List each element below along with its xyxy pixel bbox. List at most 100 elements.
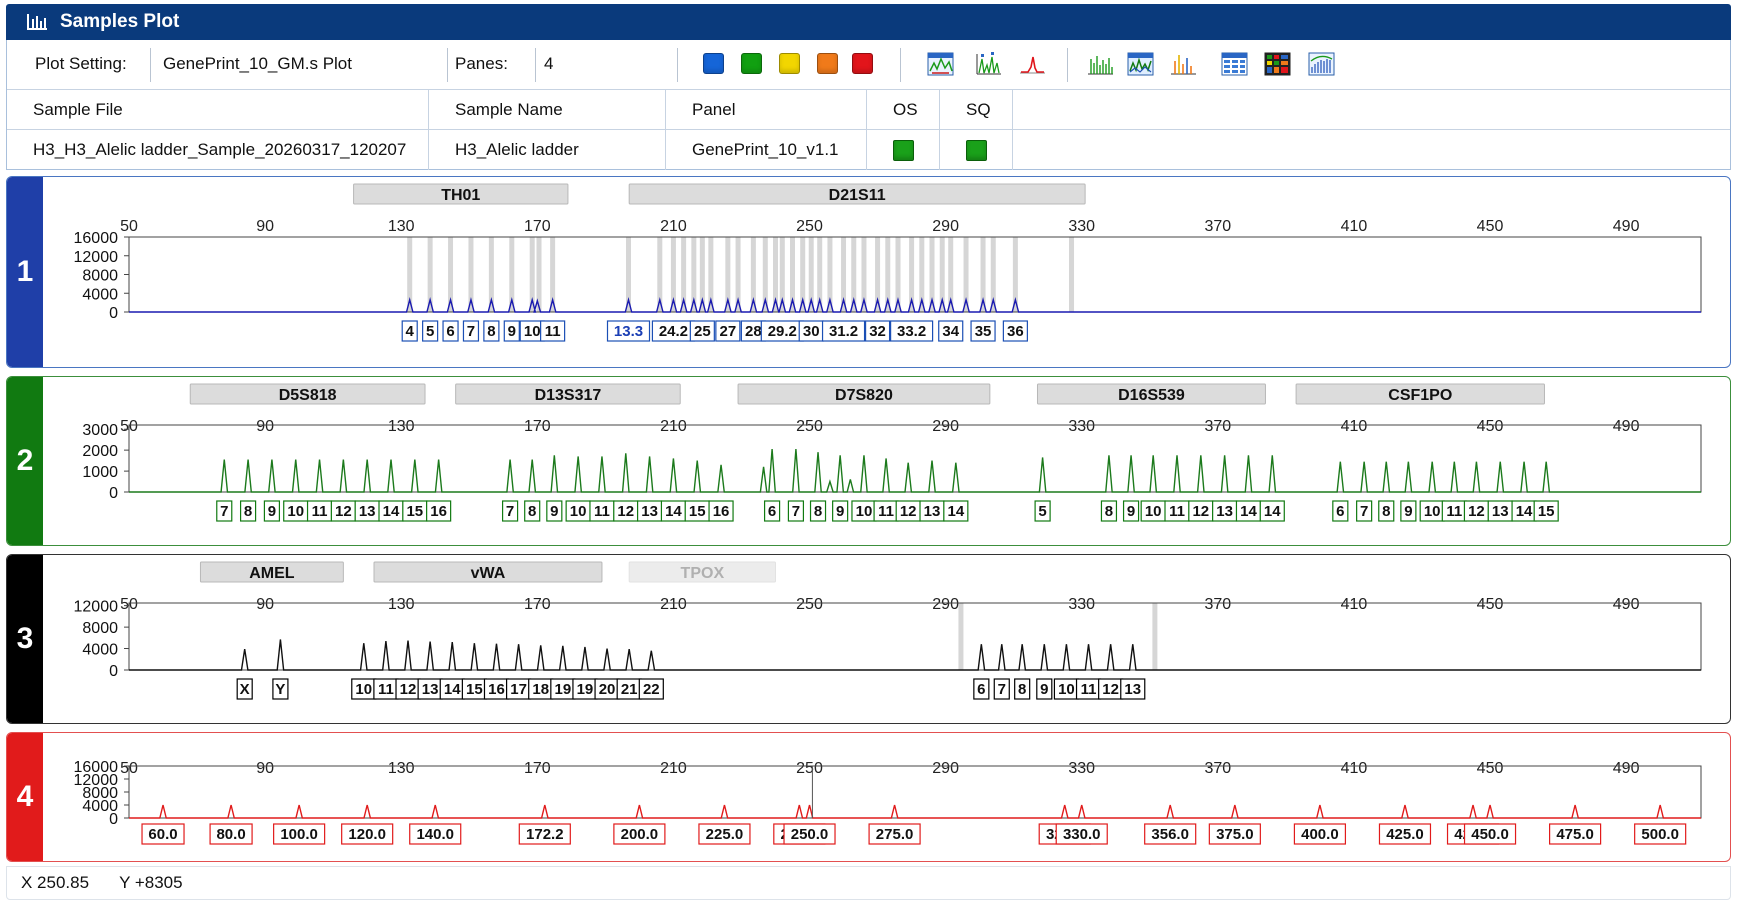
allele-label[interactable]: 15	[461, 678, 487, 700]
sizing-table-icon[interactable]	[927, 51, 954, 77]
allele-label[interactable]: 13	[1487, 500, 1513, 522]
allele-label[interactable]: 9	[546, 500, 563, 522]
allele-label[interactable]: 13	[919, 500, 945, 522]
allele-label[interactable]: 11	[540, 320, 566, 342]
allele-label[interactable]: 27	[715, 320, 741, 342]
cell-sq[interactable]	[940, 130, 1013, 170]
allele-label[interactable]: 225.0	[698, 823, 751, 845]
allele-label[interactable]: 60.0	[141, 823, 185, 845]
overlay-plot-icon[interactable]	[1127, 51, 1154, 77]
panes-input[interactable]: 4	[544, 54, 554, 73]
genotype-grid-icon[interactable]	[1264, 51, 1291, 77]
dye-green-toggle[interactable]	[741, 53, 762, 74]
allele-label[interactable]: 36	[1002, 320, 1028, 342]
allele-label[interactable]: 8	[1100, 500, 1118, 522]
allele-label[interactable]: 475.0	[1549, 823, 1602, 845]
marker-vwa[interactable]: vWA	[373, 561, 603, 583]
plot-pane-4[interactable]: 4 50 90 130 170 210 250 290 330 370 410 450 490 0 400…	[6, 732, 1731, 862]
cell-panel[interactable]: GenePrint_10_v1.1	[666, 130, 867, 170]
allele-label[interactable]: 19	[550, 678, 576, 700]
allele-label[interactable]: 9	[1122, 500, 1140, 522]
allele-label[interactable]: 11	[306, 500, 333, 522]
allele-label[interactable]: 7	[993, 678, 1010, 700]
allele-label[interactable]: 35	[970, 320, 996, 342]
marker-d13s317[interactable]: D13S317	[455, 383, 681, 405]
allele-table-icon[interactable]	[1221, 51, 1248, 77]
header-os[interactable]: OS	[867, 90, 940, 130]
allele-label[interactable]: 8	[239, 500, 257, 522]
allele-label[interactable]: 12	[613, 500, 639, 522]
allele-label[interactable]: 140.0	[409, 823, 462, 845]
allele-label[interactable]: 12	[895, 500, 921, 522]
allele-label[interactable]: 16	[708, 500, 734, 522]
allele-label[interactable]: 8	[483, 320, 500, 342]
allele-label[interactable]: 8	[809, 500, 827, 522]
allele-label[interactable]: X	[236, 678, 253, 700]
allele-label[interactable]: 8	[1014, 678, 1031, 700]
allele-label[interactable]: 400.0	[1293, 823, 1347, 845]
allele-label[interactable]: 33.2	[889, 320, 934, 342]
allele-label[interactable]: 13	[1212, 500, 1238, 522]
header-sample-name[interactable]: Sample Name	[429, 90, 666, 130]
allele-label[interactable]: 10	[851, 500, 877, 522]
allele-label[interactable]: 10	[1053, 678, 1080, 700]
allele-label[interactable]: 356.0	[1144, 823, 1197, 845]
allele-label[interactable]: 13.3	[606, 320, 651, 342]
marker-d16s539[interactable]: D16S539	[1036, 383, 1266, 405]
allele-label[interactable]: 7	[501, 500, 519, 522]
allele-label[interactable]: 10	[1419, 500, 1445, 522]
plot-setting-select[interactable]: GenePrint_10_GM.s Plot	[163, 54, 352, 73]
header-sq[interactable]: SQ	[940, 90, 1013, 130]
allele-label[interactable]: 172.2	[518, 823, 571, 845]
allele-label[interactable]: 15	[1533, 500, 1559, 522]
dye-red-toggle[interactable]	[852, 53, 873, 74]
allele-label[interactable]: Y	[272, 678, 289, 700]
marker-d5s818[interactable]: D5S818	[189, 383, 426, 405]
allele-label[interactable]: 9	[503, 320, 520, 342]
allele-label[interactable]: 14	[378, 500, 404, 522]
allele-label[interactable]: 9	[1036, 678, 1053, 700]
allele-label[interactable]: 5	[1034, 500, 1051, 522]
dye-orange-toggle[interactable]	[817, 53, 838, 74]
allele-plot-icon[interactable]	[975, 51, 1002, 77]
allele-label[interactable]: 13	[1120, 678, 1146, 700]
peak-red-icon[interactable]	[1019, 51, 1046, 77]
allele-label[interactable]: 14	[439, 678, 465, 700]
allele-label[interactable]: 11	[1164, 500, 1190, 522]
marker-th01[interactable]: TH01	[353, 183, 569, 205]
allele-label[interactable]: 450.0	[1463, 823, 1517, 845]
allele-label[interactable]: 250.0	[783, 823, 836, 845]
allele-label[interactable]: 14	[1511, 500, 1537, 522]
orange-peak-icon[interactable]	[1170, 51, 1197, 77]
allele-label[interactable]: 6	[973, 678, 990, 700]
allele-label[interactable]: 12	[395, 678, 421, 700]
dye-yellow-toggle[interactable]	[779, 53, 800, 74]
plot-pane-1[interactable]: 1 TH01 D21S11 50 90 130 170 210 250 290 330 370 410…	[6, 176, 1731, 368]
allele-label[interactable]: 12	[1463, 500, 1490, 522]
cell-sample-file[interactable]: H3_H3_Alelic ladder_Sample_20260317_1202…	[7, 130, 429, 170]
sizing-curve-icon[interactable]	[1308, 51, 1335, 77]
multi-peak-icon[interactable]	[1087, 51, 1114, 77]
allele-label[interactable]: 6	[1332, 500, 1349, 522]
allele-label[interactable]: 12	[330, 500, 356, 522]
allele-label[interactable]: 200.0	[613, 823, 666, 845]
allele-label[interactable]: 25	[689, 320, 715, 342]
allele-label[interactable]: 19	[572, 678, 598, 700]
allele-label[interactable]: 13	[636, 500, 663, 522]
marker-amel[interactable]: AMEL	[199, 561, 344, 583]
allele-label[interactable]: 7	[787, 500, 805, 522]
allele-label[interactable]: 10	[351, 678, 377, 700]
allele-label[interactable]: 16	[426, 500, 452, 522]
allele-label[interactable]: 11	[1075, 678, 1102, 700]
allele-label[interactable]: 4	[401, 320, 418, 342]
allele-label[interactable]: 100.0	[273, 823, 326, 845]
allele-label[interactable]: 30	[798, 320, 824, 342]
allele-label[interactable]: 6	[763, 500, 781, 522]
allele-label[interactable]: 12	[1098, 678, 1124, 700]
allele-label[interactable]: 7	[1356, 500, 1373, 522]
marker-tpox[interactable]: TPOX	[628, 561, 776, 583]
allele-label[interactable]: 9	[263, 500, 281, 522]
allele-label[interactable]: 500.0	[1634, 823, 1687, 845]
